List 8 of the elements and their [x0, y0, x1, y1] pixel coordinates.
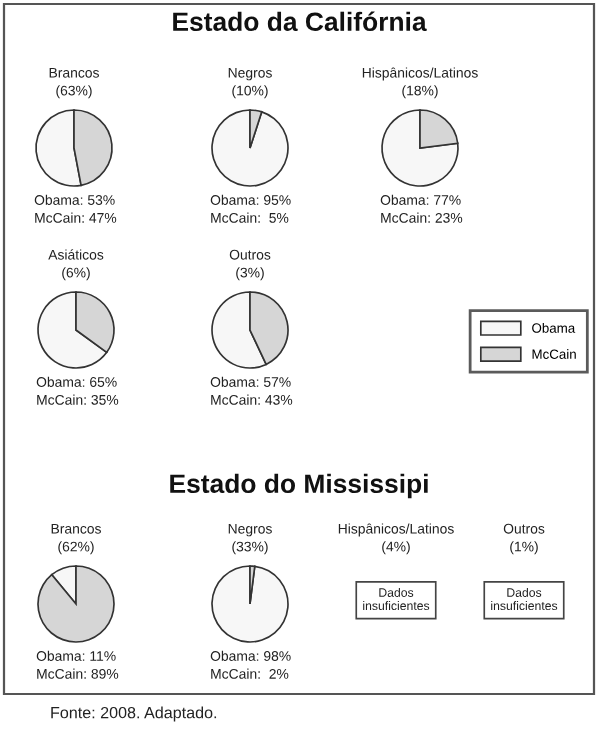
text: Estado da Califórnia — [173, 11, 427, 32]
pie-slice — [381, 109, 459, 187]
pie-slice — [37, 291, 108, 369]
text: Estado do Mississipi — [170, 473, 428, 499]
pie-slice — [37, 565, 115, 643]
source-note: Fonte: 2008. Adaptado. — [51, 706, 217, 722]
pie-slice — [211, 109, 289, 187]
pie-slice — [211, 565, 289, 643]
